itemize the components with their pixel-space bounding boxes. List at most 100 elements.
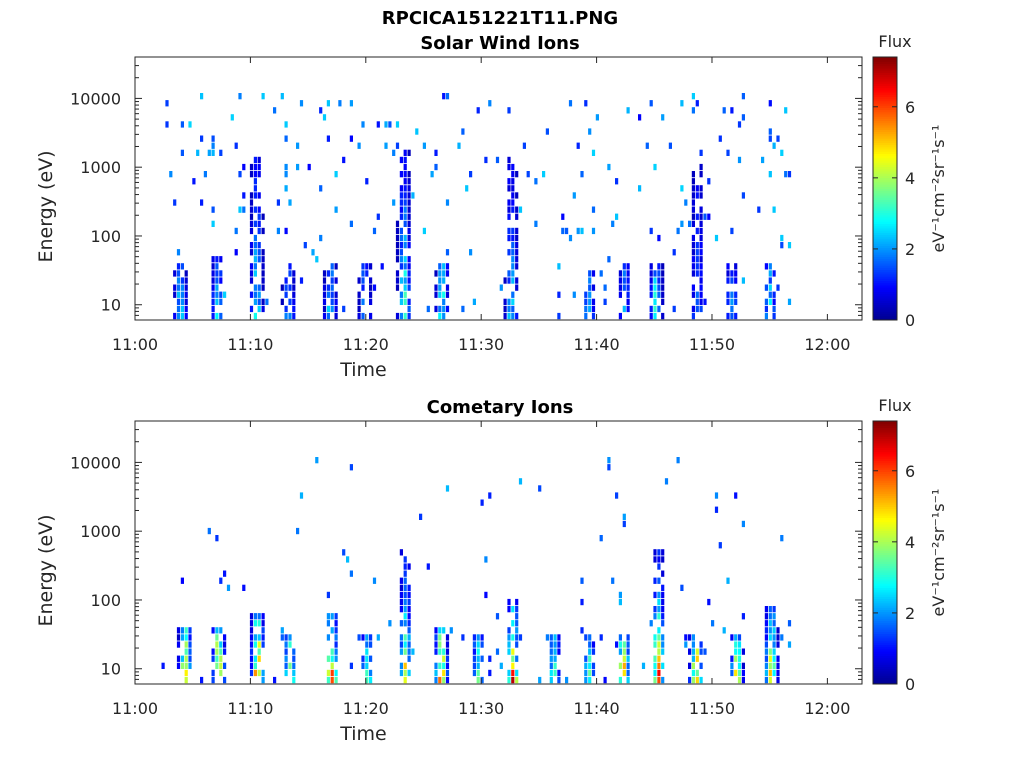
heatmap-cell <box>730 298 734 305</box>
colorbar-segment <box>873 532 897 536</box>
heatmap-cell <box>200 676 204 684</box>
heatmap-cell <box>741 520 745 528</box>
heatmap-cell <box>319 185 323 192</box>
colorbar-segment <box>873 670 897 674</box>
heatmap-cell <box>622 305 626 313</box>
heatmap-cell <box>626 270 630 277</box>
heatmap-cell <box>699 249 703 256</box>
heatmap-cell <box>242 584 246 591</box>
heatmap-cell <box>211 284 215 291</box>
heatmap-cell <box>284 227 288 235</box>
colorbar-segment <box>873 491 897 494</box>
heatmap-cell <box>657 613 661 620</box>
heatmap-cell <box>507 163 511 171</box>
heatmap-cell <box>734 277 738 284</box>
heatmap-cell <box>688 676 692 684</box>
heatmap-cell <box>403 206 407 213</box>
heatmap-cell <box>657 606 661 613</box>
heatmap-cell <box>722 627 726 634</box>
colorbar-segment <box>873 269 897 273</box>
heatmap-cell <box>545 128 549 135</box>
heatmap-cell <box>211 669 215 677</box>
heatmap-cell <box>741 93 745 100</box>
heatmap-cell <box>699 256 703 263</box>
heatmap-cell <box>257 256 261 263</box>
heatmap-cell <box>661 277 665 284</box>
heatmap-cell <box>349 135 353 142</box>
heatmap-cell <box>695 242 699 249</box>
heatmap-cell <box>772 669 776 677</box>
panel-solar-wind-ions: 11:00 11:10 11:20 11:30 11:40 11:50 12:00 Time 1… <box>35 32 948 381</box>
colorbar-segment <box>873 289 897 293</box>
heatmap-cell <box>591 298 596 305</box>
colorbar-segment <box>873 87 897 91</box>
heatmap-cell <box>445 305 450 313</box>
heatmap-cell <box>553 655 557 662</box>
heatmap-cell <box>292 270 296 277</box>
heatmap-cell <box>407 149 411 156</box>
x-tick-label: 11:10 <box>227 699 273 718</box>
heatmap-cell <box>334 648 338 655</box>
heatmap-cell <box>734 492 738 499</box>
y-tick-label: 10000 <box>70 453 121 472</box>
heatmap-cell <box>511 185 515 192</box>
heatmap-cell <box>361 263 365 270</box>
heatmap-cell <box>522 142 526 149</box>
colorbar-segment <box>873 543 897 547</box>
heatmap-cell <box>764 620 768 627</box>
heatmap-cell <box>476 641 480 648</box>
colorbar-segment <box>873 265 897 268</box>
heatmap-cell <box>215 535 219 542</box>
colorbar-segment <box>873 519 897 523</box>
colorbar-segment <box>873 140 897 143</box>
heatmap-cell <box>699 192 703 199</box>
colorbar-segment <box>873 594 897 597</box>
heatmap-cell <box>707 178 711 185</box>
heatmap-cell <box>580 577 584 584</box>
heatmap-cell <box>442 312 446 320</box>
heatmap-cell <box>395 234 400 242</box>
heatmap-cell <box>249 305 254 313</box>
heatmap-cell <box>330 291 334 298</box>
heatmap-cell <box>384 142 388 149</box>
heatmap-cell <box>691 234 695 242</box>
colorbar-segment <box>873 153 897 157</box>
heatmap-cell <box>618 676 622 684</box>
heatmap-cell <box>261 263 265 270</box>
colorbar-segment <box>873 146 897 150</box>
heatmap-cell <box>223 570 227 577</box>
heatmap-cell <box>691 669 695 677</box>
heatmap-cell <box>369 277 373 284</box>
heatmap-cell <box>553 634 557 641</box>
colorbar-segment <box>873 613 897 617</box>
heatmap-cell <box>188 641 192 648</box>
heatmap-cell <box>553 641 557 648</box>
heatmap-cell <box>326 634 330 641</box>
heatmap-cell <box>438 662 442 669</box>
heatmap-cell <box>184 669 188 677</box>
heatmap-cell <box>691 256 695 263</box>
heatmap-cell <box>699 305 703 313</box>
heatmap-cell <box>395 312 400 320</box>
heatmap-cell <box>507 249 511 256</box>
heatmap-cell <box>442 662 446 669</box>
heatmap-cell <box>657 676 661 684</box>
heatmap-cell <box>399 227 403 235</box>
heatmap-cell <box>253 192 257 199</box>
heatmap-cell <box>657 305 661 313</box>
heatmap-cell <box>776 655 780 662</box>
heatmap-cell <box>403 584 407 591</box>
x-tick-label: 11:10 <box>227 335 273 354</box>
heatmap-cell <box>445 676 450 684</box>
heatmap-cell <box>691 284 695 291</box>
colorbar-segment <box>873 541 897 545</box>
heatmap-cell <box>407 213 411 220</box>
heatmap-cell <box>603 676 607 684</box>
heatmap-cell <box>215 648 219 655</box>
colorbar-segment <box>873 280 897 284</box>
heatmap-cell <box>322 298 327 305</box>
heatmap-cell <box>334 641 338 648</box>
heatmap-cell <box>442 93 446 100</box>
heatmap-cell <box>211 206 215 213</box>
heatmap-cell <box>200 135 204 142</box>
